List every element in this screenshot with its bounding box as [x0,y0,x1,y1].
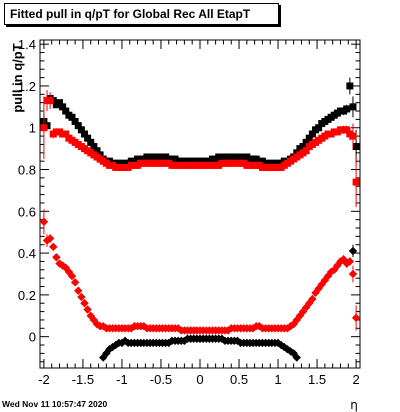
data-point-square [302,138,310,146]
y-axis-label: pull in q/pT [10,43,25,112]
data-point-diamond [45,234,55,243]
data-point-square [349,132,357,140]
y-tick-label: 0.6 [18,204,36,219]
data-point-diamond [49,242,58,252]
data-point-diamond [292,353,301,362]
chart-title: Fitted pull in q/pT for Global Rec All E… [4,3,279,25]
x-tick-label: -2 [38,372,50,387]
y-tick-label: 0.4 [18,246,36,261]
data-point-square [308,130,316,138]
x-tick-label: 0 [196,372,203,387]
data-point-square [87,138,95,146]
data-point-square [71,117,79,125]
y-tick-label: 0 [29,330,36,345]
data-point-square [352,178,360,186]
data-point-square [352,143,360,151]
data-point-square [90,143,98,151]
data-point-diamond [67,271,77,281]
data-point-diamond [102,349,111,358]
x-axis-label: η [350,398,358,412]
data-point-diamond [52,253,61,262]
data-point-square [40,124,48,132]
data-point-square [74,122,82,130]
x-tick-label: -0.5 [150,372,172,387]
data-point-square [56,99,64,107]
data-point-square [349,103,357,111]
data-point-square [68,113,76,121]
data-point-square [59,103,67,111]
data-point-diamond [86,311,95,320]
data-point-diamond [345,257,355,266]
y-tick-label: 0.2 [18,288,36,303]
plot-frame [39,39,361,369]
data-point-diamond [348,269,358,279]
data-point-diamond [74,286,83,295]
data-point-diamond [83,305,92,314]
x-tick-label: 1.5 [308,372,326,387]
data-point-square [343,126,351,134]
data-point-square [80,130,88,138]
data-point-diamond [92,319,102,329]
data-point-square [62,130,70,138]
y-tick-label: 1.4 [18,37,36,52]
data-point-diamond [308,294,317,304]
data-point-diamond [348,246,358,256]
y-tick-label: 1.2 [18,79,36,94]
data-point-square [305,134,313,142]
x-tick-label: -1.5 [72,372,94,387]
data-point-square [84,134,92,142]
data-point-diamond [80,299,89,308]
data-point-square [315,124,323,132]
data-point-diamond [70,278,80,287]
data-point-square [93,147,101,155]
axis-ticks: -2 -1.5 -1 -0.5 0 0.5 1 1.5 2 0 0.2 0.4 0.6 0.8 1 1.2 1.… [18,37,360,387]
x-tick-label: 2 [352,372,359,387]
data-marks [39,77,361,362]
x-tick-label: 1 [274,372,281,387]
y-tick-label: 0.8 [18,163,36,178]
x-tick-label: 0.5 [230,372,248,387]
data-point-diamond [351,313,361,323]
data-point-square [62,107,70,115]
x-tick-label: -1 [116,372,128,387]
data-point-square [302,147,310,155]
data-point-square [77,126,85,134]
data-point-diamond [77,292,86,302]
timestamp: Wed Nov 11 10:57:47 2020 [2,399,108,409]
data-point-square [299,143,307,151]
data-point-square [346,82,354,90]
y-tick-label: 1 [29,121,36,136]
data-point-square [343,105,351,113]
data-point-square [46,97,54,105]
data-point-diamond [39,217,49,226]
